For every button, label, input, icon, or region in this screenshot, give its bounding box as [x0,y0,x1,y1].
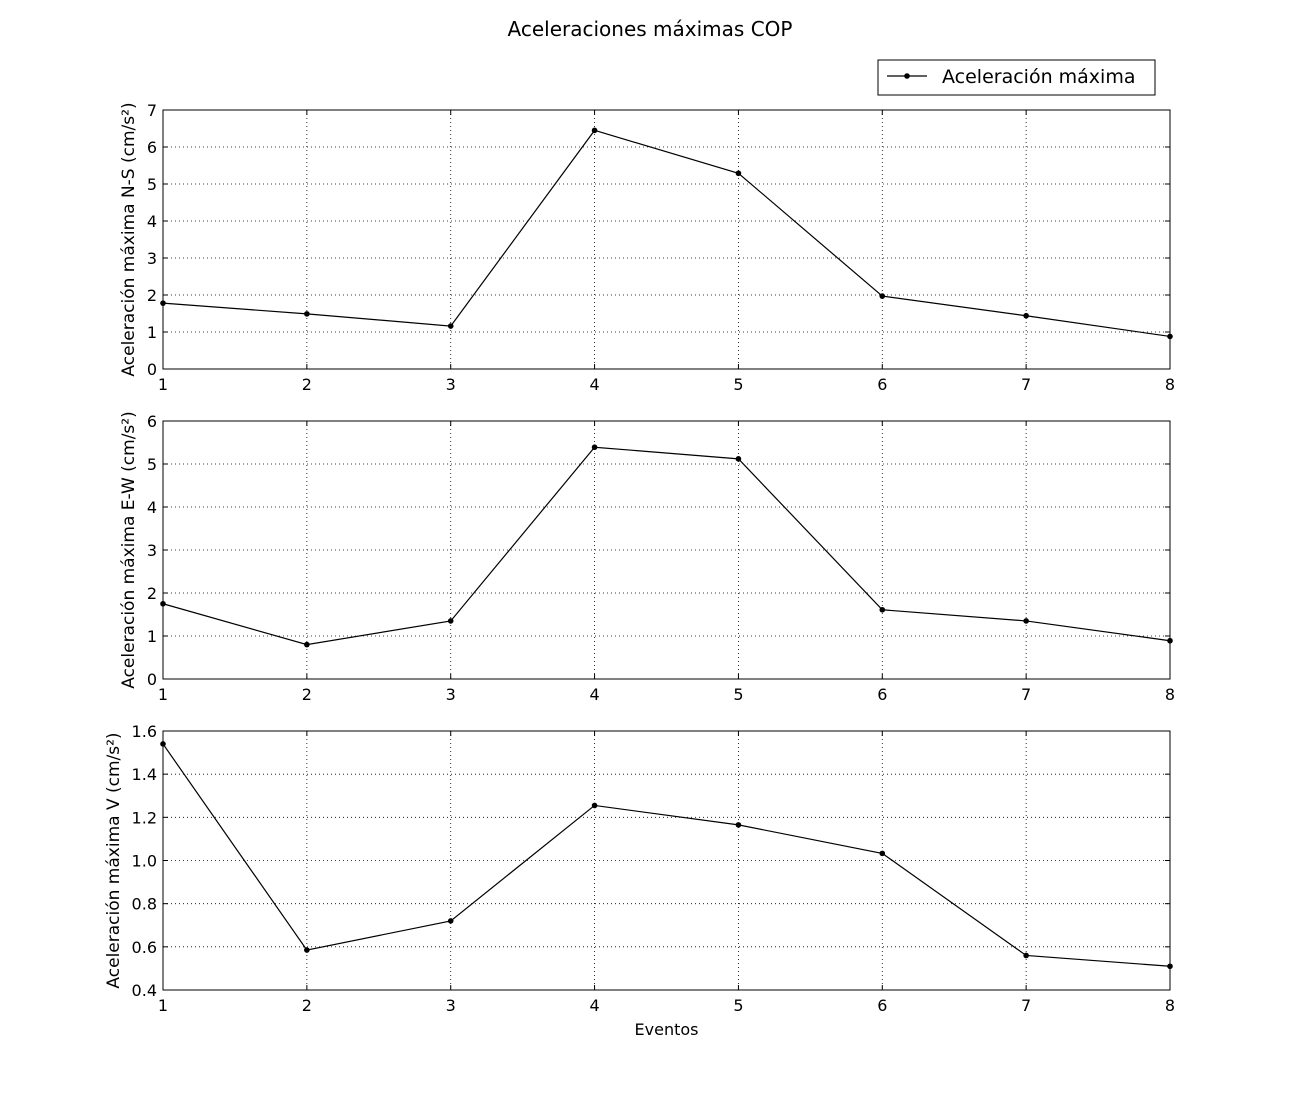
x-tick-label: 8 [1165,375,1175,394]
y-tick-label: 0 [147,360,157,379]
y-tick-label: 3 [147,541,157,560]
y-tick-label: 6 [147,138,157,157]
x-tick-label: 5 [733,996,743,1015]
x-tick-label: 6 [877,996,887,1015]
data-point [591,127,598,134]
axes-frame [162,730,1171,991]
subplot-3: 1 2 3 4 5 6 7 8 0.4 0.6 0.8 1.0 1.2 1.4 1.6 Aceleración… [104,722,1175,1039]
y-tick-label: 4 [147,498,157,517]
data-point [160,741,166,747]
x-tick-label: 6 [877,375,887,394]
data-point [304,311,310,317]
data-point [160,600,166,607]
data-point [879,850,886,857]
data-point [447,618,454,624]
data-point [1023,312,1029,319]
y-tick-label: 4 [147,212,157,231]
data-point [447,323,454,329]
data-point [1023,952,1029,959]
x-tick-label: 6 [877,685,887,704]
axes-frame [162,109,1171,370]
x-tick-label: 1 [158,375,168,394]
x-tick-label: 7 [1021,996,1031,1015]
figure-title: Aceleraciones máximas COP [507,17,793,41]
data-point [1167,963,1173,970]
data-point [735,822,742,828]
x-tick-label: 8 [1165,685,1175,704]
legend-box [877,59,1156,96]
y-tick-label: 2 [147,584,157,603]
y-tick-label: 0.4 [132,981,157,1000]
x-tick-label: 4 [589,375,599,394]
series-line [162,743,1171,967]
x-tick-label: 5 [733,685,743,704]
x-tick-label: 4 [589,996,599,1015]
x-tick-label: 7 [1021,375,1031,394]
y-tick-label: 5 [147,455,157,474]
legend-label: Aceleración máxima [942,66,1135,88]
x-tick-label: 2 [302,685,312,704]
y-axis-label: Aceleración máxima N-S (cm/s²) [119,102,139,376]
data-point [304,947,310,953]
x-tick-label: 3 [446,375,456,394]
x-tick-label: 5 [733,375,743,394]
y-tick-label: 5 [147,175,157,194]
data-point [591,444,598,451]
x-tick-label: 7 [1021,685,1031,704]
data-point [591,802,598,809]
y-tick-label: 1.4 [132,765,157,784]
y-tick-label: 3 [147,249,157,268]
y-tick-label: 2 [147,286,157,305]
x-tick-label: 2 [302,996,312,1015]
x-tick-label: 3 [446,685,456,704]
series-line [162,446,1171,646]
x-tick-label: 1 [158,685,168,704]
data-point [447,918,454,924]
y-tick-label: 6 [147,412,157,431]
legend-marker [904,73,910,79]
y-tick-label: 1 [147,627,157,646]
x-tick-label: 8 [1165,996,1175,1015]
legend: Aceleración máxima [877,59,1156,96]
y-tick-label: 0.6 [132,938,157,957]
data-point [160,300,166,306]
x-axis-label: Eventos [635,1020,699,1039]
x-tick-label: 1 [158,996,168,1015]
axes-frame [162,420,1171,680]
x-tick-label: 3 [446,996,456,1015]
y-tick-label: 1.6 [132,722,157,741]
data-point [735,456,742,462]
data-point [1023,618,1029,624]
y-tick-label: 0 [147,670,157,689]
data-point [1167,637,1173,644]
data-point [879,293,886,299]
series-line [162,129,1171,338]
y-tick-label: 0.8 [132,895,157,914]
y-axis-label: Aceleración máxima V (cm/s²) [104,732,124,988]
data-point [735,170,742,177]
y-axis-label: Aceleración máxima E-W (cm/s²) [119,411,139,689]
y-tick-label: 1 [147,323,157,342]
y-tick-label: 7 [147,101,157,120]
data-point [1167,333,1173,340]
x-tick-label: 4 [589,685,599,704]
y-tick-label: 1.2 [132,808,157,827]
data-point [879,606,886,613]
y-tick-label: 1.0 [132,852,157,871]
data-point [304,641,310,648]
x-tick-label: 2 [302,375,312,394]
